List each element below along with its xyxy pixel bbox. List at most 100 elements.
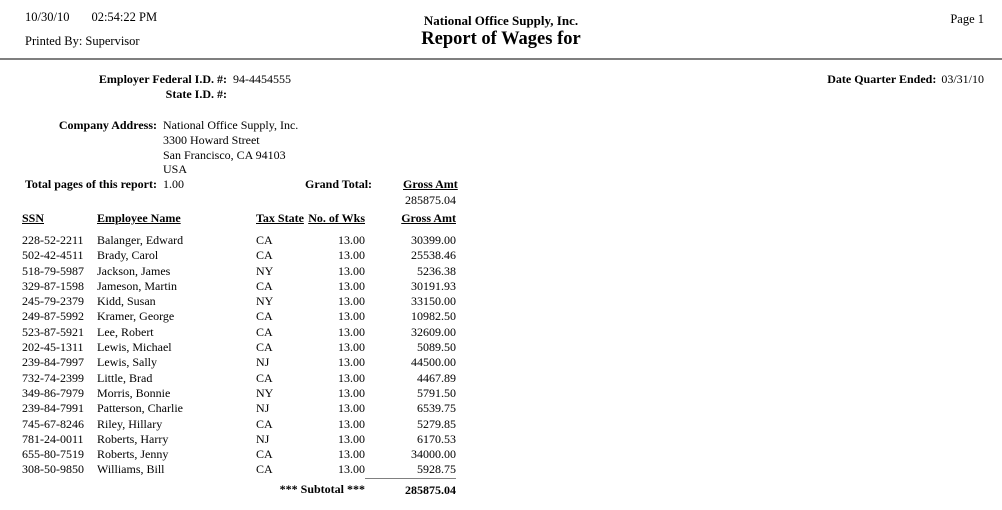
table-row: 308-50-9850 Williams, Bill CA 13.00 5928… <box>22 462 456 478</box>
gross-amt-cell: 6539.75 <box>417 401 456 416</box>
table-header-row: SSN Employee Name Tax State No. of Wks G… <box>22 211 456 233</box>
printed-by-value: Supervisor <box>85 34 140 48</box>
gross-amt-cell: 5791.50 <box>417 385 456 400</box>
wages-table: SSN Employee Name Tax State No. of Wks G… <box>22 211 456 498</box>
print-datetime: 10/30/10 02:54:22 PM <box>25 10 157 25</box>
no-of-wks-cell: 13.00 <box>338 447 365 462</box>
company-name: National Office Supply, Inc. <box>423 13 579 28</box>
state-id-label: State I.D. #: <box>165 87 227 101</box>
printed-by-label: Printed By: <box>25 34 83 48</box>
gross-amt-cell: 25538.46 <box>411 248 456 263</box>
ssn-cell: 732-74-2399 <box>22 370 84 385</box>
ssn-cell: 245-79-2379 <box>22 294 84 309</box>
no-of-wks-cell: 13.00 <box>338 355 365 370</box>
quarter-ended-label: Date Quarter Ended: <box>827 72 937 86</box>
gross-amt-cell: 10982.50 <box>411 309 456 324</box>
employee-name-cell: Roberts, Harry <box>97 431 169 446</box>
quarter-ended-value: 03/31/10 <box>941 72 984 86</box>
employee-name-cell: Jameson, Martin <box>97 278 177 293</box>
no-of-wks-cell: 13.00 <box>338 385 365 400</box>
gross-amt-cell: 4467.89 <box>417 370 456 385</box>
table-row: 228-52-2211 Balanger, Edward CA 13.00 30… <box>22 233 456 248</box>
tax-state-cell: CA <box>256 340 273 355</box>
employee-name-cell: Lewis, Sally <box>97 355 157 370</box>
table-row: 202-45-1311 Lewis, Michael CA 13.00 5089… <box>22 340 456 355</box>
total-pages-value: 1.00 <box>163 177 184 191</box>
column-header-no-of-wks: No. of Wks <box>308 211 365 225</box>
tax-state-cell: CA <box>256 462 273 477</box>
no-of-wks-cell: 13.00 <box>338 294 365 309</box>
ssn-cell: 781-24-0011 <box>22 431 84 446</box>
tax-state-cell: CA <box>256 309 273 324</box>
ssn-cell: 308-50-9850 <box>22 462 84 477</box>
employee-name-cell: Kramer, George <box>97 309 175 324</box>
employee-name-cell: Riley, Hillary <box>97 416 163 431</box>
tax-state-cell: NJ <box>256 401 270 416</box>
ssn-cell: 228-52-2211 <box>22 233 84 247</box>
tax-state-cell: NJ <box>256 355 270 370</box>
no-of-wks-cell: 13.00 <box>338 370 365 385</box>
employee-name-cell: Lewis, Michael <box>97 340 172 355</box>
ssn-cell: 745-67-8246 <box>22 416 84 431</box>
subtotal-label: *** Subtotal *** <box>279 482 365 497</box>
printed-by: Printed By: Supervisor <box>25 34 140 49</box>
column-header-gross-amt: Gross Amt <box>401 211 456 225</box>
report-title: Report of Wages for <box>421 29 581 49</box>
table-row: 518-79-5987 Jackson, James NY 13.00 5236… <box>22 264 456 279</box>
no-of-wks-cell: 13.00 <box>338 278 365 293</box>
print-time: 02:54:22 PM <box>91 10 158 24</box>
subtotal-spacer <box>22 478 256 498</box>
gross-amt-cell: 30399.00 <box>411 233 456 247</box>
tax-state-cell: NY <box>256 294 274 309</box>
no-of-wks-cell: 13.00 <box>338 401 365 416</box>
table-row: 523-87-5921 Lee, Robert CA 13.00 32609.0… <box>22 325 456 340</box>
tax-state-cell: CA <box>256 233 273 247</box>
table-row: 239-84-7991 Patterson, Charlie NJ 13.00 … <box>22 401 456 416</box>
gross-amt-cell: 5089.50 <box>417 340 456 355</box>
tax-state-cell: NY <box>256 385 274 400</box>
federal-id-label: Employer Federal I.D. #: <box>98 72 227 86</box>
tax-state-cell: CA <box>256 324 273 339</box>
employee-name-cell: Morris, Bonnie <box>97 385 171 400</box>
employee-name-cell: Roberts, Jenny <box>97 447 169 462</box>
table-row: 745-67-8246 Riley, Hillary CA 13.00 5279… <box>22 417 456 432</box>
subtotal-value: 285875.04 <box>365 477 456 498</box>
no-of-wks-cell: 13.00 <box>338 248 365 263</box>
employee-name-cell: Lee, Robert <box>97 324 154 339</box>
employee-name-cell: Kidd, Susan <box>97 294 156 309</box>
address-line: National Office Supply, Inc. <box>163 118 299 132</box>
federal-id-value: 94-4454555 <box>233 72 291 86</box>
print-date: 10/30/10 <box>25 10 70 24</box>
gross-amt-cell: 33150.00 <box>411 294 456 309</box>
table-row: 329-87-1598 Jameson, Martin CA 13.00 301… <box>22 279 456 294</box>
employee-name-cell: Brady, Carol <box>97 248 159 263</box>
no-of-wks-cell: 13.00 <box>338 309 365 324</box>
ssn-cell: 655-80-7519 <box>22 447 84 462</box>
gross-amt-cell: 44500.00 <box>411 355 456 370</box>
gross-amt-cell: 5236.38 <box>417 263 456 278</box>
gross-amt-cell: 32609.00 <box>411 324 456 339</box>
quarter-ended: Date Quarter Ended: 03/31/10 <box>827 72 984 87</box>
employee-name-cell: Williams, Bill <box>97 462 165 477</box>
ssn-cell: 502-42-4511 <box>22 248 84 263</box>
table-row: 245-79-2379 Kidd, Susan NY 13.00 33150.0… <box>22 294 456 309</box>
table-row: 239-84-7997 Lewis, Sally NJ 13.00 44500.… <box>22 355 456 370</box>
employee-name-cell: Little, Brad <box>97 370 153 385</box>
ssn-cell: 349-86-7979 <box>22 385 84 400</box>
no-of-wks-cell: 13.00 <box>338 416 365 431</box>
address-line: 3300 Howard Street <box>163 132 260 147</box>
table-row: 781-24-0011 Roberts, Harry NJ 13.00 6170… <box>22 432 456 447</box>
gross-amt-cell: 6170.53 <box>417 431 456 446</box>
company-address-label: Company Address: <box>58 118 157 132</box>
employee-name-cell: Patterson, Charlie <box>97 401 183 416</box>
header-divider <box>0 58 1002 60</box>
grand-total-label: Grand Total: <box>305 177 373 191</box>
gross-amt-cell: 34000.00 <box>411 447 456 462</box>
table-row: 502-42-4511 Brady, Carol CA 13.00 25538.… <box>22 248 456 263</box>
column-header-tax-state: Tax State <box>256 211 304 225</box>
tax-state-cell: CA <box>256 278 273 293</box>
ssn-cell: 249-87-5992 <box>22 309 84 324</box>
gross-amt-cell: 30191.93 <box>411 278 456 293</box>
no-of-wks-cell: 13.00 <box>338 324 365 339</box>
